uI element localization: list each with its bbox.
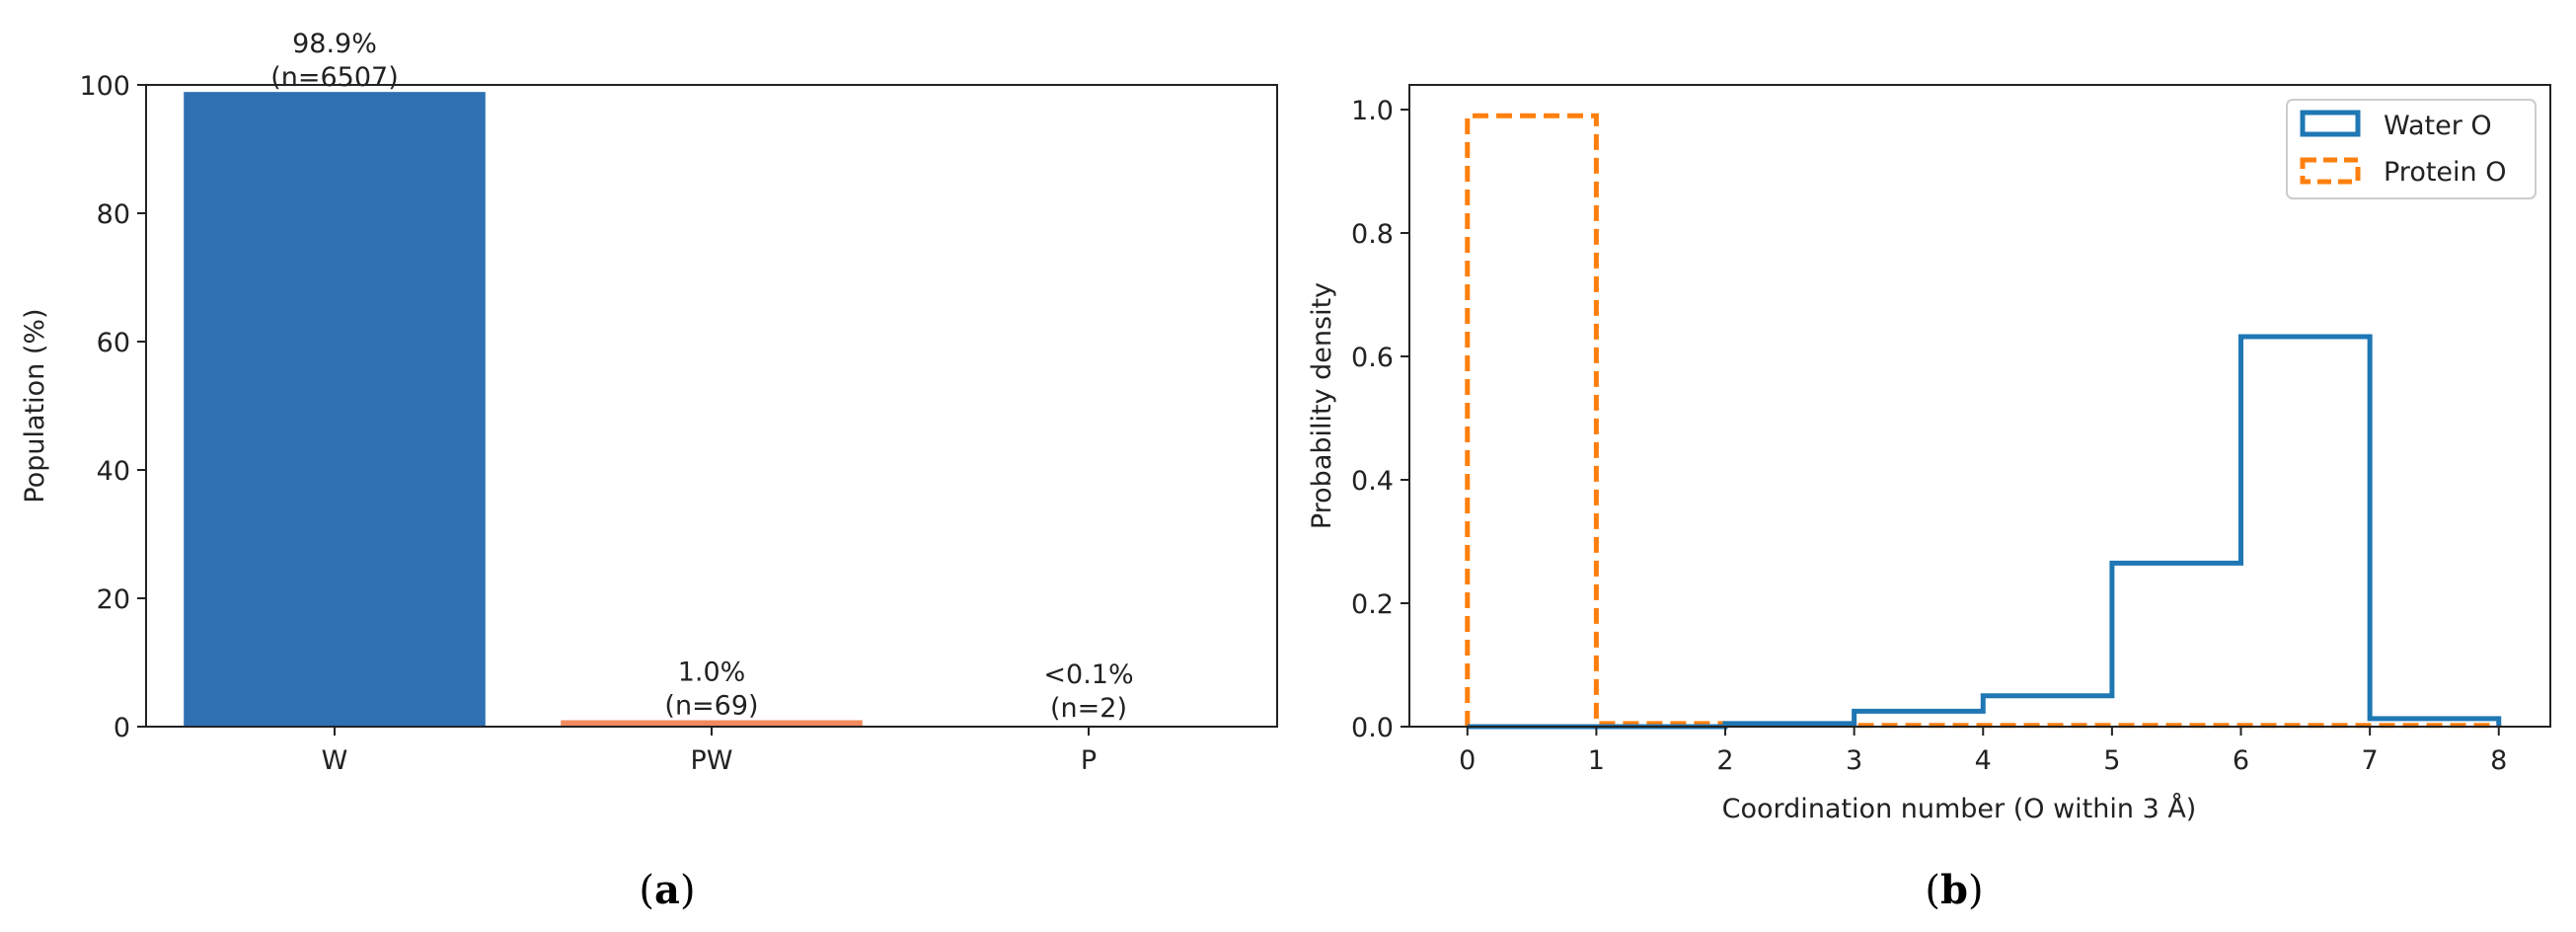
- x-tick-label-b: 3: [1846, 745, 1862, 776]
- y-tick-label-b: 0.8: [1351, 219, 1394, 250]
- data-label-pw: 1.0%: [678, 658, 746, 688]
- x-tick-label-b: 5: [2103, 745, 2120, 776]
- x-tick-label-b: 8: [2490, 745, 2507, 776]
- y-tick-label-a: 20: [97, 584, 130, 615]
- data-label-w: (n=6507): [270, 62, 399, 93]
- panel-letter-a: a: [654, 867, 680, 913]
- bar-w: [184, 92, 486, 727]
- data-label-pw: (n=69): [664, 691, 758, 722]
- legend-swatch-water: [2300, 110, 2361, 137]
- x-tick-label-b: 7: [2362, 745, 2379, 776]
- y-tick-label-b: 0.6: [1351, 343, 1394, 373]
- legend: Water O Protein O: [2286, 99, 2537, 199]
- y-tick-label-a: 40: [97, 456, 130, 487]
- data-label-p: (n=2): [1050, 693, 1127, 724]
- y-tick-label-a: 100: [79, 71, 130, 102]
- x-tick-label-a: PW: [691, 745, 733, 776]
- series-protein-o: [1465, 113, 2502, 729]
- x-tick-label-b: 2: [1716, 745, 1733, 776]
- data-label-w: 98.9%: [292, 29, 377, 59]
- x-tick-label-b: 6: [2233, 745, 2249, 776]
- x-tick-label-b: 0: [1459, 745, 1476, 776]
- x-tick-label-b: 4: [1975, 745, 1992, 776]
- x-tick-label-a: P: [1081, 745, 1097, 776]
- legend-label-water: Water O: [2384, 111, 2492, 141]
- x-tick-label-b: 1: [1588, 745, 1605, 776]
- y-tick-label-b: 0.4: [1351, 466, 1394, 497]
- y-tick-label-b: 1.0: [1351, 96, 1394, 126]
- y-tick-label-a: 60: [97, 328, 130, 358]
- population-bar-chart: 98.9%(n=6507) 1.0%(n=69) <0.1%(n=2) 0 20 40 6…: [20, 29, 1278, 776]
- bar-pw: [561, 720, 863, 727]
- panel-letter-b: b: [1940, 867, 1968, 913]
- legend-swatch-protein: [2300, 157, 2361, 185]
- y-axis-label-b: Probability density: [1307, 282, 1337, 529]
- y-tick-label-a: 0: [114, 713, 130, 743]
- panel-caption-b: (b): [1925, 867, 1983, 913]
- y-tick-label-b: 0.0: [1351, 713, 1394, 743]
- y-tick-label-a: 80: [97, 199, 130, 230]
- plot-frame-b: [1408, 84, 2551, 728]
- x-axis-label-b: Coordination number (O within 3 Å): [1722, 793, 2197, 824]
- data-label-p: <0.1%: [1043, 660, 1133, 690]
- legend-frame: [2286, 99, 2537, 199]
- panel-caption-a: (a): [639, 867, 695, 913]
- y-axis-label-a: Population (%): [20, 308, 50, 503]
- legend-label-protein: Protein O: [2384, 157, 2506, 188]
- y-tick-label-b: 0.2: [1351, 589, 1394, 620]
- x-tick-label-a: W: [322, 745, 348, 776]
- series-water-o: [1467, 334, 2502, 730]
- coordination-histogram: 0.0 0.2 0.4 0.6 0.8 1.0 0 1 2 3 4 5 6 7 8 Coordinatio…: [1307, 84, 2551, 824]
